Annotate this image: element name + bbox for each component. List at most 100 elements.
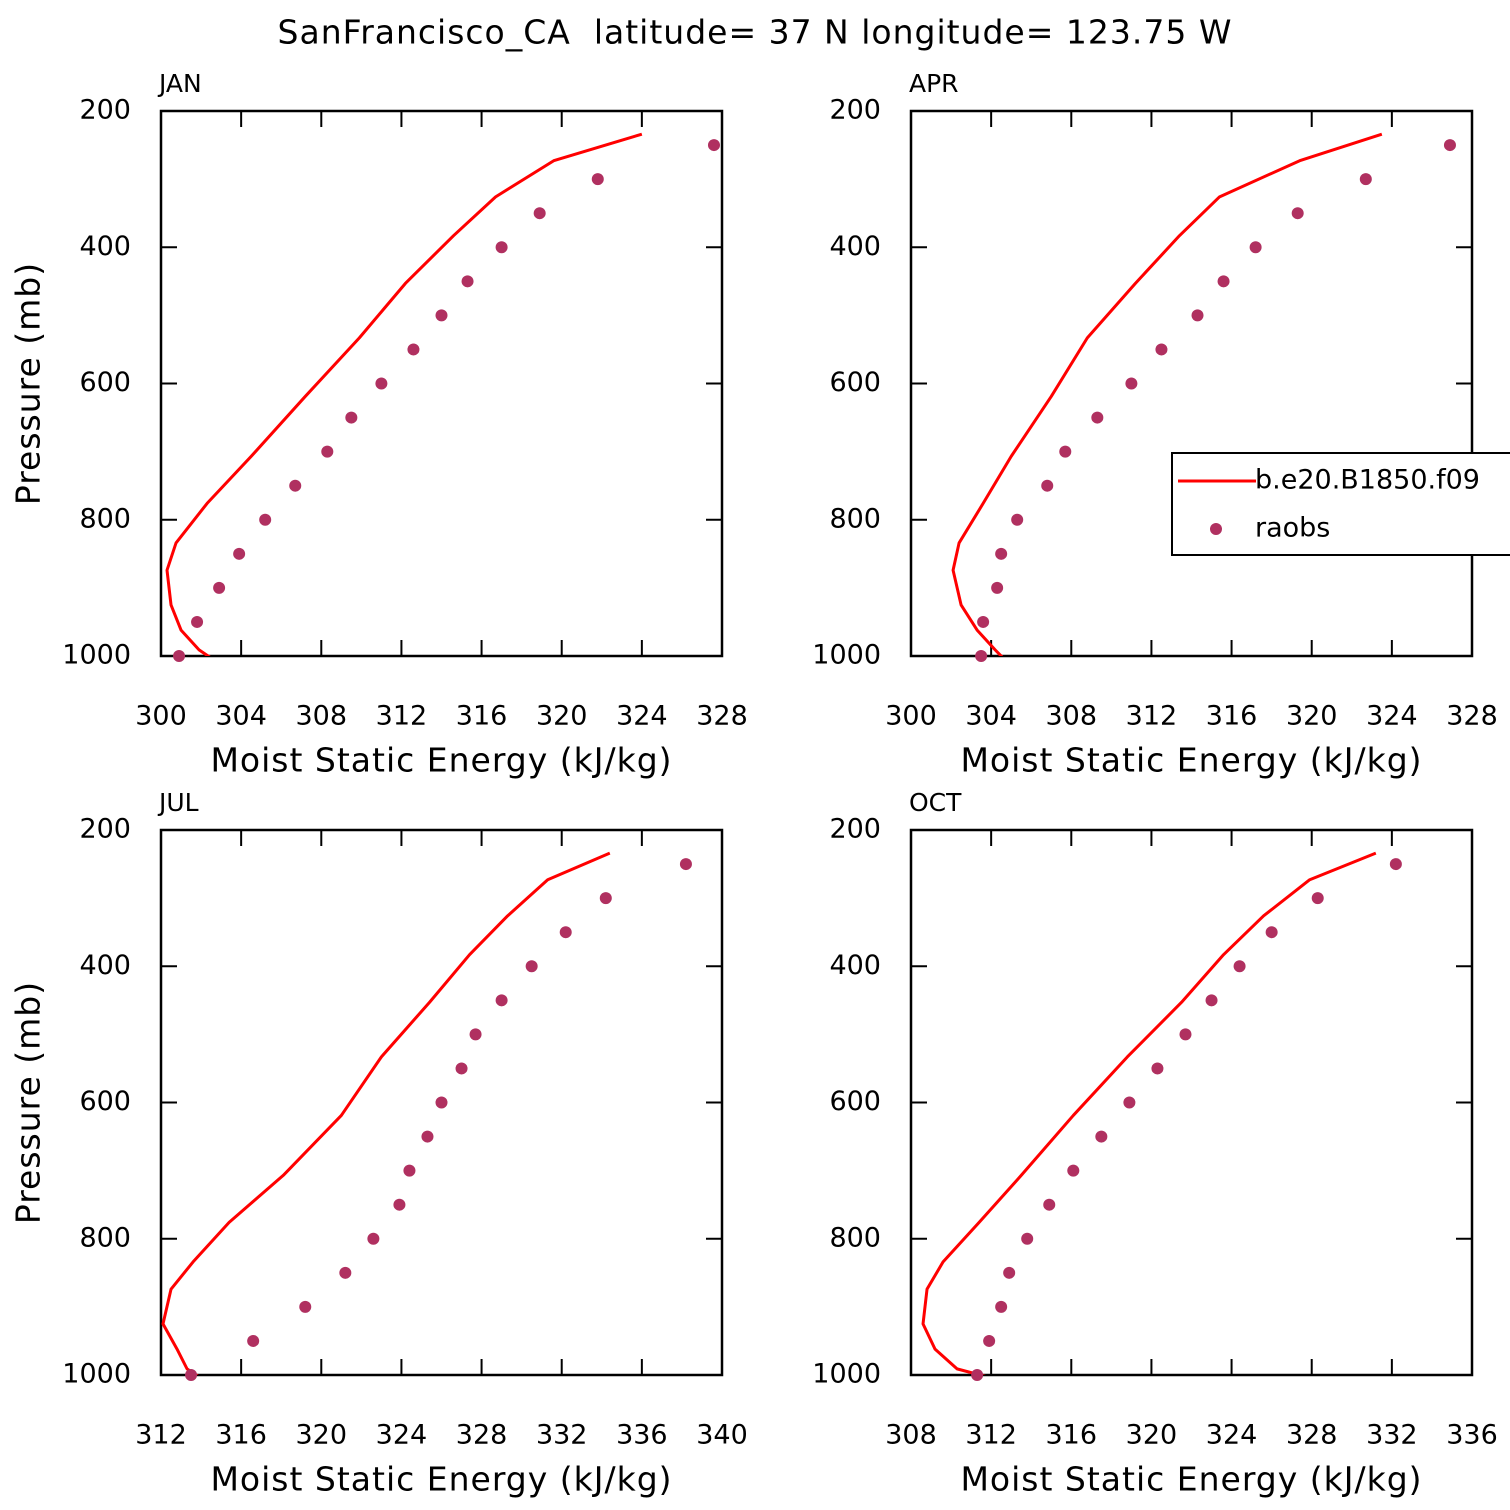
x-tick-label: 300 — [135, 701, 187, 732]
y-tick-label: 1000 — [62, 1359, 131, 1390]
legend-dot — [1210, 523, 1222, 535]
obs-point — [1233, 960, 1246, 973]
y-tick-label: 800 — [79, 503, 131, 534]
obs-point — [1249, 241, 1262, 254]
obs-point — [1443, 139, 1456, 152]
obs-point — [1125, 377, 1138, 390]
y-tick-label: 200 — [829, 95, 881, 126]
obs-point — [533, 207, 546, 220]
plot-frame — [909, 109, 1474, 658]
x-tick-label: 308 — [885, 1420, 937, 1451]
obs-point — [455, 1062, 468, 1075]
x-tick-label: 328 — [1286, 1420, 1338, 1451]
obs-point — [1359, 173, 1372, 186]
obs-point — [1067, 1164, 1080, 1177]
obs-point — [1217, 275, 1230, 288]
x-tick-label: 324 — [1366, 701, 1418, 732]
legend-label: b.e20.B1850.f09 — [1255, 465, 1480, 496]
y-tick-label: 600 — [829, 367, 881, 398]
obs-point — [1123, 1096, 1136, 1109]
obs-point — [1191, 309, 1204, 322]
legend-label: raobs — [1255, 513, 1330, 544]
x-tick-label: 304 — [215, 701, 267, 732]
obs-point — [1265, 926, 1278, 939]
x-axis-label: Moist Static Energy (kJ/kg) — [210, 741, 672, 780]
y-tick-label: 600 — [79, 367, 131, 398]
obs-point — [679, 858, 692, 871]
x-tick-label: 324 — [1206, 1420, 1258, 1451]
x-axis-label: Moist Static Energy (kJ/kg) — [210, 1460, 672, 1499]
obs-point — [421, 1130, 434, 1143]
y-tick-label: 600 — [829, 1086, 881, 1117]
obs-point — [339, 1266, 352, 1279]
model-line — [161, 851, 611, 1375]
obs-point — [1151, 1062, 1164, 1075]
y-tick-label: 600 — [79, 1086, 131, 1117]
x-tick-label: 324 — [616, 701, 668, 732]
x-tick-label: 336 — [1446, 1420, 1498, 1451]
plot-frame — [159, 828, 724, 1377]
obs-point — [525, 960, 538, 973]
obs-point — [1041, 479, 1054, 492]
obs-point — [367, 1232, 380, 1245]
obs-point — [407, 343, 420, 356]
y-tick-label: 400 — [829, 950, 881, 981]
y-tick-label: 1000 — [62, 640, 131, 671]
panel-title: APR — [909, 69, 959, 98]
obs-point — [591, 173, 604, 186]
obs-point — [469, 1028, 482, 1041]
x-tick-label: 316 — [456, 701, 508, 732]
x-tick-label: 324 — [376, 1420, 428, 1451]
panel: APR 300 304 308 312 316 320 324 328 200 400 600 800 1… — [812, 69, 1510, 780]
obs-point — [173, 650, 186, 662]
x-tick-label: 300 — [885, 701, 937, 732]
y-tick-label: 1000 — [812, 1359, 881, 1390]
obs-point — [1389, 858, 1402, 871]
x-axis-label: Moist Static Energy (kJ/kg) — [960, 741, 1422, 780]
y-axis-label: Pressure (mb) — [9, 981, 48, 1224]
obs-point — [1043, 1198, 1056, 1211]
x-tick-label: 312 — [135, 1420, 187, 1451]
obs-point — [559, 926, 572, 939]
panel: OCT 308 312 316 320 324 328 332 336 200 400 600 800 1… — [812, 788, 1497, 1499]
x-tick-label: 320 — [536, 701, 588, 732]
obs-point — [495, 994, 508, 1007]
obs-point — [185, 1369, 198, 1381]
panel-title: JUL — [157, 788, 199, 817]
obs-point — [971, 1369, 984, 1381]
obs-point — [1095, 1130, 1108, 1143]
obs-point — [259, 513, 272, 526]
x-tick-label: 320 — [296, 1420, 348, 1451]
obs-point — [1155, 343, 1168, 356]
obs-point — [461, 275, 474, 288]
x-tick-label: 332 — [536, 1420, 588, 1451]
panel-title: JAN — [157, 69, 202, 98]
obs-point — [393, 1198, 406, 1211]
x-tick-label: 308 — [296, 701, 348, 732]
x-tick-label: 312 — [376, 701, 428, 732]
obs-point — [1059, 445, 1072, 458]
obs-point — [991, 581, 1004, 594]
obs-point — [299, 1300, 312, 1313]
obs-point — [1205, 994, 1218, 1007]
x-tick-label: 316 — [1046, 1420, 1098, 1451]
obs-point — [1011, 513, 1024, 526]
obs-point — [213, 581, 226, 594]
obs-point — [233, 547, 246, 560]
x-tick-label: 316 — [215, 1420, 267, 1451]
y-tick-label: 800 — [79, 1222, 131, 1253]
obs-point — [1311, 892, 1324, 905]
panel: JAN 300 304 308 312 316 320 324 328 200 400 600 800 1… — [9, 69, 748, 780]
x-tick-label: 312 — [965, 1420, 1017, 1451]
y-tick-label: 400 — [79, 231, 131, 262]
obs-point — [289, 479, 302, 492]
obs-point — [375, 377, 388, 390]
x-tick-label: 316 — [1206, 701, 1258, 732]
x-tick-label: 332 — [1366, 1420, 1418, 1451]
plot-frame — [909, 828, 1474, 1377]
obs-point — [1091, 411, 1104, 424]
plot-frame — [159, 109, 724, 658]
y-tick-label: 1000 — [812, 640, 881, 671]
x-tick-label: 328 — [456, 1420, 508, 1451]
y-tick-label: 400 — [829, 231, 881, 262]
